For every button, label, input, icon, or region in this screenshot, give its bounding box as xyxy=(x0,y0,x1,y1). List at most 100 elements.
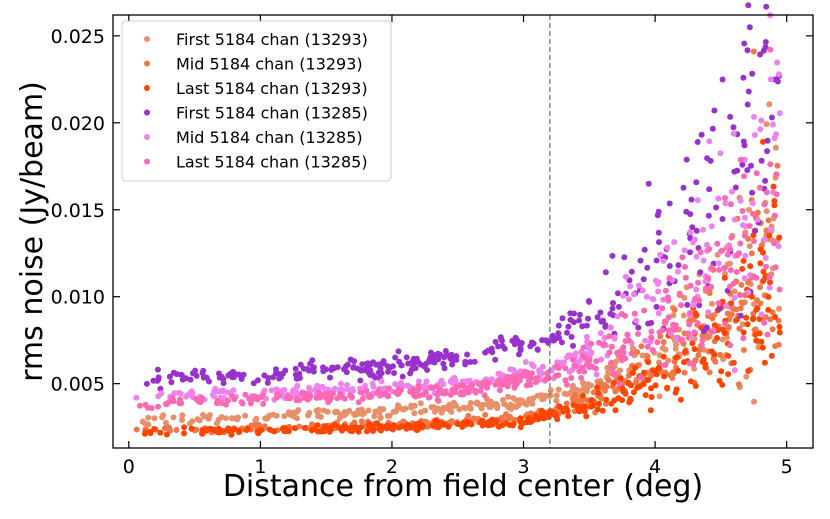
data-point xyxy=(750,48,757,55)
data-point xyxy=(194,416,201,423)
data-points xyxy=(133,2,783,438)
data-point xyxy=(171,390,178,397)
data-point xyxy=(517,345,524,352)
data-point xyxy=(530,395,537,402)
data-point xyxy=(645,376,652,383)
legend: First 5184 chan (13293) Mid 5184 chan (13… xyxy=(121,20,392,182)
data-point xyxy=(404,382,411,389)
data-point xyxy=(639,352,646,359)
data-point xyxy=(648,385,655,392)
y-tick-label: 0.015 xyxy=(51,200,105,222)
data-point xyxy=(728,234,735,241)
data-point xyxy=(265,375,272,381)
data-point xyxy=(579,352,586,359)
data-point xyxy=(727,113,734,120)
data-point xyxy=(637,257,644,264)
data-point xyxy=(655,310,662,317)
data-point xyxy=(214,397,221,404)
data-point xyxy=(332,409,339,416)
data-point xyxy=(325,399,332,406)
data-point xyxy=(411,392,418,399)
data-point xyxy=(315,407,322,413)
data-point xyxy=(545,339,552,346)
data-point xyxy=(358,418,365,425)
data-point xyxy=(387,425,394,431)
data-point xyxy=(270,374,277,381)
data-point xyxy=(163,431,170,438)
data-point xyxy=(425,394,432,401)
data-point xyxy=(281,387,288,393)
data-point xyxy=(428,349,434,356)
data-point xyxy=(683,156,690,163)
data-point xyxy=(716,305,723,312)
data-point xyxy=(764,331,771,338)
data-point xyxy=(364,428,370,435)
data-point xyxy=(644,343,651,350)
data-point xyxy=(731,295,738,301)
data-point xyxy=(732,184,739,191)
data-point xyxy=(282,425,289,432)
legend-label: Last 5184 chan (13285) xyxy=(176,153,368,172)
data-point xyxy=(495,343,502,350)
data-point xyxy=(744,167,751,174)
data-point xyxy=(421,363,428,370)
data-point xyxy=(630,369,636,376)
data-point xyxy=(565,323,572,330)
data-point xyxy=(774,59,781,66)
data-point xyxy=(711,322,718,329)
data-point xyxy=(606,349,613,356)
data-point xyxy=(544,370,551,377)
data-point xyxy=(739,208,746,214)
data-point xyxy=(740,222,746,229)
data-point xyxy=(558,339,565,346)
data-point xyxy=(767,161,774,168)
axis-ticks: 0 1 2 3 4 5 0.005 0.010 0.015 0.020 0.025 xyxy=(51,15,813,478)
data-point xyxy=(596,339,602,346)
data-point xyxy=(415,382,422,389)
data-point xyxy=(740,347,747,353)
data-point xyxy=(675,262,682,269)
data-point xyxy=(351,358,358,365)
data-point xyxy=(691,329,698,336)
data-point xyxy=(743,373,750,380)
data-point xyxy=(261,387,268,394)
data-point xyxy=(606,333,613,340)
data-point xyxy=(346,407,353,414)
data-point xyxy=(567,310,574,317)
data-point xyxy=(764,137,771,144)
data-point xyxy=(764,148,771,155)
data-point xyxy=(776,234,783,241)
data-point xyxy=(720,356,727,363)
data-point xyxy=(625,337,632,344)
data-point xyxy=(501,401,508,408)
data-point xyxy=(715,300,722,307)
data-point xyxy=(578,375,585,381)
data-point xyxy=(755,344,762,351)
data-point xyxy=(617,375,624,382)
series-points xyxy=(141,138,783,438)
data-point xyxy=(405,360,412,367)
data-point xyxy=(361,410,368,417)
data-point xyxy=(438,389,445,396)
data-point xyxy=(768,114,775,121)
data-point xyxy=(771,212,778,219)
data-point xyxy=(244,425,251,432)
data-point xyxy=(150,377,157,384)
data-point xyxy=(360,395,366,402)
data-point xyxy=(428,354,435,361)
data-point xyxy=(294,383,301,390)
data-point xyxy=(628,382,634,389)
data-point xyxy=(314,382,321,389)
data-point xyxy=(170,398,177,405)
data-point xyxy=(695,352,702,359)
data-point xyxy=(532,412,539,419)
data-point xyxy=(765,217,772,224)
legend-label: Mid 5184 chan (13285) xyxy=(176,128,363,147)
data-point xyxy=(619,350,626,357)
data-point xyxy=(714,327,721,333)
data-point xyxy=(745,2,752,9)
data-point xyxy=(508,406,515,412)
data-point xyxy=(765,306,772,313)
data-point xyxy=(680,184,687,191)
data-point xyxy=(665,314,672,321)
